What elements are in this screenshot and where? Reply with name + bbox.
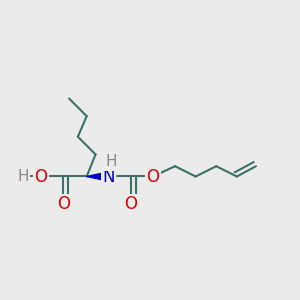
Text: H: H [105, 154, 117, 169]
Text: N: N [103, 167, 115, 185]
Text: O: O [34, 167, 48, 185]
Text: H: H [18, 169, 29, 184]
Polygon shape [87, 172, 109, 181]
Text: O: O [57, 196, 70, 214]
Text: O: O [124, 196, 137, 214]
Text: O: O [146, 167, 159, 185]
